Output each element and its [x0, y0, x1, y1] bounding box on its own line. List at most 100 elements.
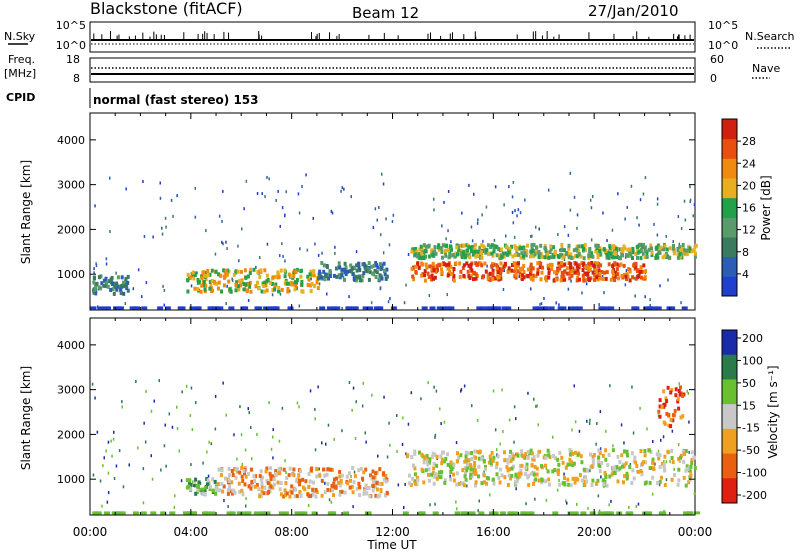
region-cell — [427, 243, 431, 248]
ground-echo — [208, 306, 215, 310]
region-cell — [285, 476, 289, 480]
echo-point — [266, 175, 268, 179]
region-cell — [670, 456, 674, 460]
ground-echo — [169, 511, 176, 515]
region-cell — [669, 390, 673, 395]
region-cell — [448, 244, 452, 249]
ground-echo — [448, 306, 455, 310]
region-cell — [568, 276, 572, 281]
region-cell — [430, 277, 434, 282]
region-cell — [242, 282, 246, 286]
echo-point — [524, 198, 526, 202]
nsky-panel — [89, 21, 696, 53]
station-title: Blackstone (fitACF) — [90, 0, 243, 18]
region-cell — [495, 274, 499, 279]
region-cell — [540, 254, 544, 259]
echo-point — [578, 429, 581, 433]
region-cell — [298, 482, 302, 487]
echo-point — [342, 276, 345, 280]
region-cell — [640, 461, 644, 466]
region-cell — [333, 477, 336, 482]
region-cell — [449, 264, 453, 269]
region-cell — [325, 265, 329, 269]
region-cell — [258, 274, 262, 279]
region-cell — [514, 265, 518, 270]
region-cell — [612, 465, 615, 470]
region-cell — [460, 481, 464, 486]
echo-point — [571, 428, 573, 432]
region-cell — [521, 273, 525, 278]
region-cell — [577, 244, 581, 249]
region-cell — [416, 262, 419, 267]
region-cell — [427, 467, 431, 472]
region-cell — [460, 255, 464, 260]
echo-point — [673, 467, 675, 471]
region-cell — [497, 277, 501, 282]
echo-point — [285, 471, 287, 475]
echo-point — [535, 225, 537, 229]
echo-point — [272, 428, 274, 432]
region-cell — [635, 244, 639, 249]
region-cell — [473, 461, 477, 465]
region-cell — [490, 251, 494, 256]
echo-point — [624, 283, 627, 287]
region-cell — [284, 493, 288, 497]
region-cell — [484, 465, 487, 469]
ground-echo — [164, 306, 171, 310]
region-cell — [639, 256, 643, 261]
region-cell — [444, 244, 448, 249]
region-cell — [507, 250, 511, 255]
region-cell — [355, 486, 359, 491]
region-cell — [223, 275, 226, 280]
region-cell — [344, 265, 348, 270]
echo-point — [581, 291, 583, 295]
region-cell — [215, 281, 219, 286]
power-colorbar-cells — [722, 119, 737, 297]
ground-echo — [111, 511, 118, 515]
region-cell — [102, 278, 106, 283]
echo-point — [558, 303, 560, 307]
echo-point — [653, 222, 655, 226]
echo-point — [576, 213, 579, 217]
ground-echo — [334, 306, 341, 310]
region-cell — [384, 276, 388, 281]
region-cell — [378, 262, 382, 267]
region-cell — [211, 488, 215, 493]
region-cell — [443, 478, 447, 483]
region-cell — [326, 467, 330, 472]
region-cell — [490, 264, 494, 269]
velocity-ylabel: Slant Range [km] — [19, 366, 33, 470]
echo-point — [95, 262, 97, 266]
region-cell — [202, 271, 205, 276]
echo-point — [573, 195, 576, 199]
region-cell — [306, 283, 310, 287]
ground-echo — [505, 306, 512, 310]
echo-point — [240, 433, 243, 437]
region-cell — [549, 262, 552, 267]
region-cell — [335, 274, 339, 279]
region-cell — [540, 270, 544, 275]
region-cell — [630, 451, 634, 456]
echo-point — [102, 464, 104, 468]
region-cell — [593, 264, 597, 269]
y-tick-label: 1000 — [57, 473, 85, 486]
region-cell — [601, 277, 605, 281]
region-cell — [524, 472, 528, 476]
region-cell — [609, 251, 613, 256]
region-cell — [360, 278, 364, 283]
echo-point — [429, 503, 431, 507]
echo-point — [383, 395, 385, 399]
region-cell — [580, 478, 584, 483]
region-cell — [547, 275, 551, 280]
region-cell — [279, 492, 283, 497]
region-cell — [571, 463, 575, 467]
region-cell — [614, 270, 618, 275]
echo-point — [142, 180, 144, 183]
colorbar-cell — [722, 453, 737, 479]
region-cell — [358, 485, 362, 489]
region-cell — [616, 454, 620, 459]
x-tick-label: 16:00 — [476, 525, 511, 539]
region-cell — [126, 288, 130, 293]
region-cell — [566, 477, 570, 482]
